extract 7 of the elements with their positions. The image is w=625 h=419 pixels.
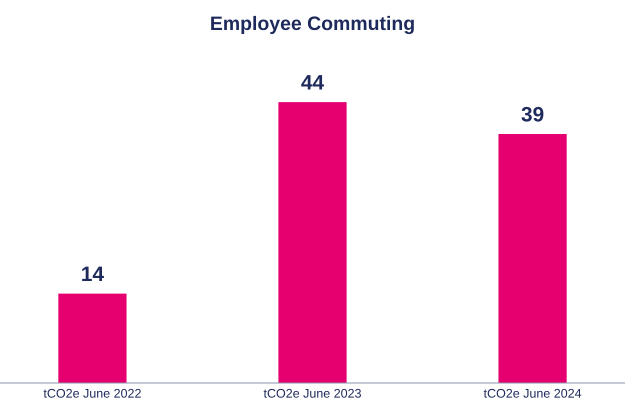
x-tick-label: tCO2e June 2022 [44, 388, 141, 398]
x-tick-label: tCO2e June 2023 [264, 388, 361, 398]
data-label: 14 [82, 266, 104, 281]
x-tick-label: tCO2e June 2024 [484, 388, 582, 398]
data-label: 39 [521, 106, 544, 122]
chart-title: Employee Commuting [211, 16, 414, 34]
data-label: 44 [301, 75, 324, 90]
